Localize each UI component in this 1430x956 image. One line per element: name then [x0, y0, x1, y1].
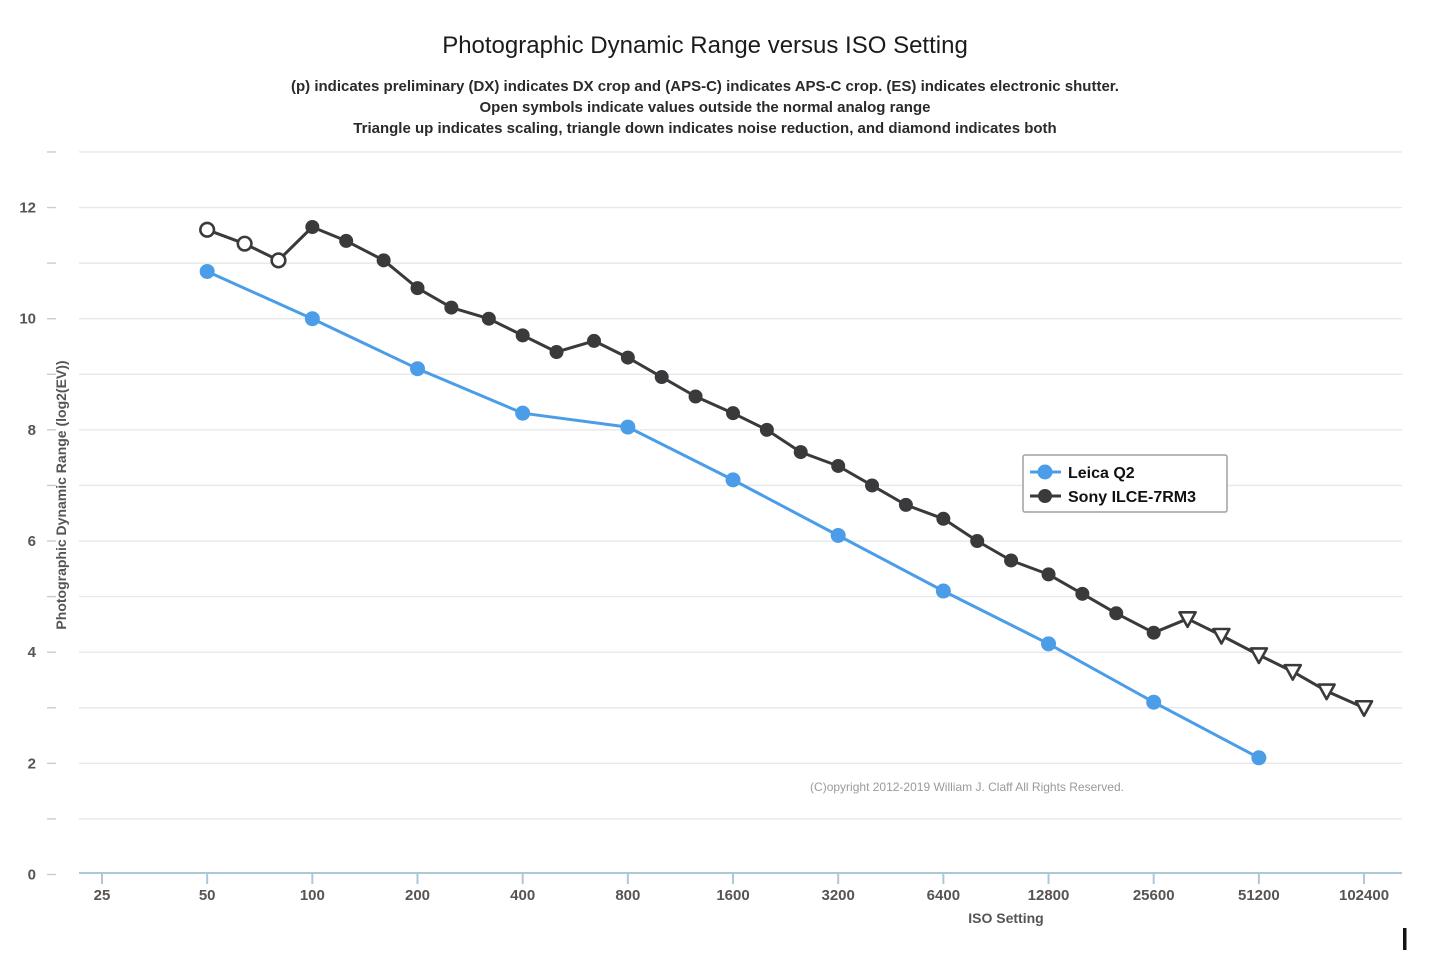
data-point [726, 406, 741, 421]
data-point [1041, 636, 1057, 652]
data-point [199, 263, 215, 279]
data-point [688, 389, 703, 404]
text-cursor-artifact [1403, 928, 1407, 950]
data-point [936, 511, 951, 526]
data-point [1251, 750, 1267, 766]
data-point [304, 311, 320, 327]
legend-item-sony-ilce-7rm3: Sony ILCE-7RM3 [1030, 489, 1196, 506]
data-point-triangle-down [1178, 611, 1197, 629]
x-tick-label: 51200 [1238, 887, 1280, 904]
data-point [970, 534, 985, 549]
y-tick-label: 8 [28, 422, 36, 439]
x-axis-title: ISO Setting [968, 910, 1043, 926]
series-line-leica-q2 [205, 270, 1261, 760]
legend-marker-leica [1037, 464, 1053, 480]
data-point [376, 253, 391, 268]
data-point-triangle-down [1283, 663, 1303, 681]
data-point [935, 583, 951, 599]
legend-label-sony: Sony ILCE-7RM3 [1068, 489, 1196, 506]
data-point [410, 281, 425, 296]
x-tick-label: 200 [405, 887, 430, 904]
legend-box [1022, 454, 1228, 513]
data-point [759, 422, 774, 437]
x-tick-label: 102400 [1339, 887, 1389, 904]
y-tick-label: 12 [19, 200, 36, 217]
x-tick-label: 1600 [716, 887, 749, 904]
data-point [1004, 553, 1019, 568]
data-point [865, 478, 880, 493]
data-point-triangle-down [1354, 699, 1374, 718]
data-point [586, 333, 601, 348]
y-tick-label: 2 [28, 755, 36, 772]
y-axis-title: Photographic Dynamic Range (log2(EV)) [53, 360, 69, 629]
y-tick-label: 6 [28, 533, 36, 550]
data-point [549, 345, 564, 360]
data-point [1146, 694, 1162, 710]
data-point-triangle-down [1249, 647, 1269, 665]
data-point [830, 527, 846, 543]
x-tick-label: 25600 [1133, 887, 1175, 904]
x-tick-label: 25 [94, 887, 111, 904]
legend-item-leica-q2: Leica Q2 [1030, 464, 1135, 482]
chart-subtitle-line-1: (p) indicates preliminary (DX) indicates… [291, 78, 1119, 95]
y-tick-label: 4 [28, 644, 37, 661]
data-point [793, 445, 808, 460]
data-point [515, 405, 531, 421]
chart-subtitle-line-2: Open symbols indicate values outside the… [480, 99, 931, 116]
data-point [444, 300, 459, 315]
x-tick-label: 400 [510, 887, 535, 904]
legend: Leica Q2 Sony ILCE-7RM3 [1022, 454, 1228, 513]
copyright-notice: (C)opyright 2012-2019 William J. Claff A… [810, 780, 1124, 794]
data-point-triangle-down [1212, 627, 1231, 645]
x-tick-label: 50 [199, 887, 216, 904]
data-point-triangle-down [1317, 683, 1336, 701]
data-point-open [199, 221, 216, 238]
data-point [1109, 606, 1124, 621]
data-point [515, 328, 530, 343]
data-point-open [236, 235, 253, 252]
legend-marker-sony [1038, 489, 1052, 503]
legend-label-leica: Leica Q2 [1068, 465, 1135, 482]
plot-area: 0 2 4 6 8 10 12 25 50 100 200 400 800 1600 3200 6400 128… [19, 151, 1402, 904]
x-tick-label: 100 [300, 887, 325, 904]
data-point [1041, 567, 1056, 582]
y-tick-label: 10 [19, 311, 36, 328]
data-point [725, 472, 741, 488]
data-point [410, 361, 426, 377]
data-point [1146, 625, 1161, 640]
chart-subtitle-line-3: Triangle up indicates scaling, triangle … [353, 120, 1056, 137]
y-tick-label: 0 [28, 867, 36, 884]
data-point [620, 350, 635, 365]
x-tick-label: 12800 [1028, 887, 1070, 904]
x-tick-label: 3200 [822, 887, 855, 904]
chart-title: Photographic Dynamic Range versus ISO Se… [442, 32, 968, 59]
data-point [1075, 586, 1090, 601]
data-point [898, 497, 913, 512]
data-point-open [270, 252, 287, 269]
data-point [654, 370, 669, 385]
data-point [831, 458, 846, 473]
data-point [620, 419, 636, 435]
x-tick-label: 800 [615, 887, 640, 904]
data-point [481, 311, 496, 326]
data-point [339, 233, 354, 248]
data-point [305, 219, 320, 234]
series-line-sony-ilce-7rm3 [205, 225, 1366, 710]
x-tick-label: 6400 [927, 887, 960, 904]
